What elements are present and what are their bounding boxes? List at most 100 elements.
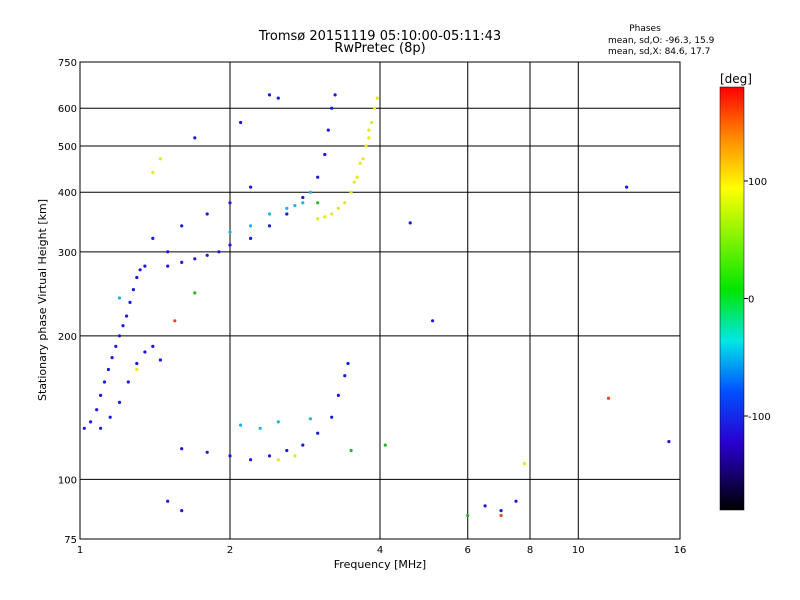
colorbar-label: [deg] — [720, 72, 752, 86]
data-point — [308, 417, 312, 421]
data-point — [483, 504, 487, 508]
data-point — [166, 250, 170, 254]
data-point — [431, 319, 435, 323]
data-point — [205, 212, 209, 216]
data-point — [352, 180, 356, 184]
data-point — [466, 513, 470, 518]
data-point — [333, 93, 337, 97]
data-point — [151, 170, 155, 175]
data-point — [499, 509, 503, 513]
data-point — [361, 157, 365, 161]
data-point — [499, 513, 503, 518]
data-point — [143, 264, 147, 268]
data-point — [323, 215, 327, 219]
data-point — [349, 190, 353, 194]
data-point — [285, 448, 289, 453]
data-point — [293, 454, 297, 458]
data-point — [606, 396, 611, 400]
data-point — [158, 157, 162, 161]
data-point — [95, 408, 99, 412]
data-point — [514, 499, 518, 503]
colorbar — [719, 86, 745, 511]
grid-lines — [80, 62, 680, 539]
data-point — [166, 499, 170, 503]
data-point — [106, 367, 110, 372]
data-point — [193, 291, 197, 295]
data-point — [316, 201, 320, 205]
data-point — [276, 420, 280, 424]
y-tick-label: 200 — [58, 332, 77, 343]
x-tick-label: 2 — [227, 545, 233, 556]
data-point — [343, 374, 347, 378]
x-tick-label: 10 — [572, 545, 585, 556]
data-point — [285, 206, 289, 210]
data-point — [180, 447, 184, 451]
y-tick-label: 100 — [58, 475, 77, 486]
data-point — [372, 106, 377, 110]
colorbar-tick-label: 0 — [748, 295, 754, 306]
data-point — [158, 358, 162, 362]
data-point — [151, 236, 155, 240]
data-point — [336, 393, 340, 397]
data-point — [330, 415, 334, 419]
data-point — [522, 461, 527, 466]
data-point — [267, 454, 272, 458]
data-point — [383, 443, 387, 447]
data-point — [239, 120, 243, 125]
data-point — [375, 96, 379, 100]
data-point — [316, 175, 320, 179]
data-point — [358, 161, 362, 165]
data-point — [285, 212, 289, 216]
data-point — [267, 212, 272, 216]
y-tick-label: 600 — [58, 104, 77, 115]
data-point — [117, 334, 122, 338]
data-point — [166, 264, 170, 268]
x-tick-label: 6 — [465, 545, 471, 556]
data-point — [667, 440, 671, 444]
data-point — [330, 106, 334, 110]
x-tick-label: 4 — [377, 545, 383, 556]
data-point — [128, 300, 132, 304]
data-point — [301, 201, 305, 205]
data-point — [117, 296, 122, 300]
data-point — [180, 260, 184, 264]
data-point — [151, 344, 155, 348]
data-point — [249, 185, 253, 189]
data-point — [126, 380, 130, 384]
data-point — [228, 201, 232, 205]
data-point — [193, 136, 197, 140]
data-point — [173, 319, 177, 323]
data-point — [301, 195, 305, 200]
data-point — [102, 380, 107, 384]
data-point — [138, 268, 142, 272]
data-point — [228, 243, 232, 247]
data-point — [135, 367, 139, 372]
data-point — [316, 431, 320, 435]
data-point — [625, 185, 629, 189]
data-point — [330, 212, 334, 216]
data-point — [125, 314, 129, 318]
data-point — [143, 350, 147, 354]
data-point — [355, 175, 359, 179]
data-point — [193, 257, 197, 261]
data-point — [228, 230, 232, 234]
y-axis-label: Stationary phase Virtual Height [km] — [36, 199, 49, 401]
data-point — [258, 426, 262, 430]
data-point — [370, 120, 374, 125]
phases-legend-x: mean, sd,X: 84.6, 17.7 — [608, 47, 710, 57]
data-point — [135, 361, 139, 366]
data-point — [108, 415, 112, 419]
data-point — [249, 224, 253, 228]
data-point — [82, 426, 86, 430]
data-point — [249, 236, 253, 240]
data-point — [364, 144, 368, 148]
data-point — [301, 443, 305, 447]
data-point — [326, 128, 330, 132]
data-point — [114, 344, 118, 348]
x-tick-label: 8 — [527, 545, 533, 556]
data-point — [117, 400, 122, 404]
y-tick-label: 300 — [58, 248, 77, 259]
data-point — [135, 275, 139, 280]
phases-legend-title: Phases — [629, 24, 661, 34]
